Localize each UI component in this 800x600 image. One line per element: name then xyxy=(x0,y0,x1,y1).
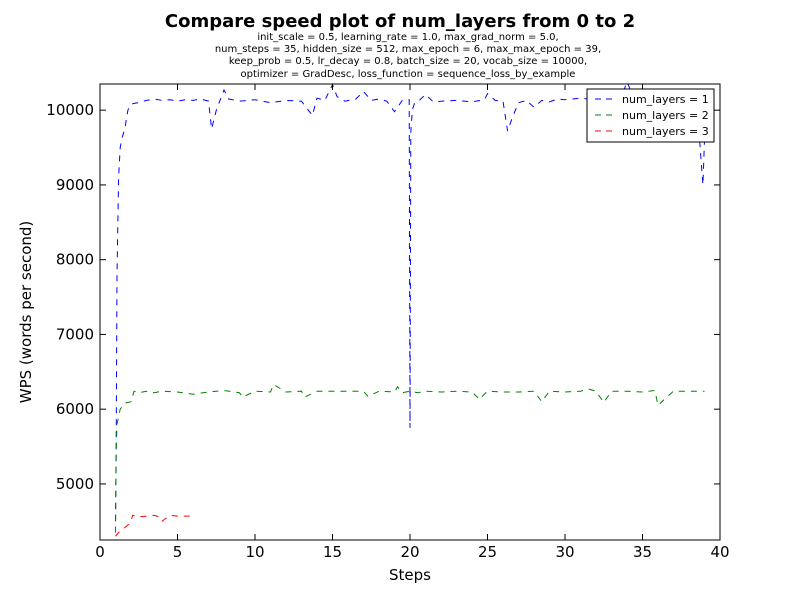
series-line-2 xyxy=(115,383,705,533)
x-axis-label: Steps xyxy=(389,566,431,584)
y-tick-label: 9000 xyxy=(56,176,94,194)
chart-subtitle-line-4: optimizer = GradDesc, loss_function = se… xyxy=(241,69,576,80)
y-tick-label: 7000 xyxy=(56,325,94,343)
series-line-3 xyxy=(115,514,190,537)
x-tick-label: 35 xyxy=(633,543,652,561)
x-tick-label: 15 xyxy=(323,543,342,561)
x-tick-label: 25 xyxy=(478,543,497,561)
chart-subtitle-line-3: keep_prob = 0.5, lr_decay = 0.8, batch_s… xyxy=(229,56,587,67)
x-tick-label: 40 xyxy=(710,543,729,561)
y-tick-label: 8000 xyxy=(56,251,94,269)
y-tick-label: 6000 xyxy=(56,400,94,418)
chart-subtitle-line-2: num_steps = 35, hidden_size = 512, max_e… xyxy=(215,44,601,55)
chart-title: Compare speed plot of num_layers from 0 … xyxy=(165,11,635,32)
y-tick-label: 10000 xyxy=(46,101,94,119)
x-tick-label: 10 xyxy=(245,543,264,561)
series-line-1 xyxy=(115,84,713,522)
legend-label-1: num_layers = 1 xyxy=(622,93,709,106)
legend: num_layers = 1 num_layers = 2 num_layers =… xyxy=(586,88,715,143)
legend-label-3: num_layers = 3 xyxy=(622,125,709,138)
series-layer xyxy=(115,84,713,537)
x-tick-label: 30 xyxy=(555,543,574,561)
x-tick-label: 20 xyxy=(400,543,419,561)
y-tick-label: 5000 xyxy=(56,475,94,493)
y-axis-ticks: 5000 6000 7000 8000 9000 10000 xyxy=(46,101,720,493)
legend-label-2: num_layers = 2 xyxy=(622,109,709,122)
x-axis-ticks: 0 5 10 15 20 25 30 35 40 xyxy=(95,84,730,561)
x-tick-label: 0 xyxy=(95,543,105,561)
chart-subtitle-line-1: init_scale = 0.5, learning_rate = 1.0, m… xyxy=(257,32,558,43)
y-axis-label: WPS (words per second) xyxy=(17,221,35,404)
x-tick-label: 5 xyxy=(173,543,183,561)
